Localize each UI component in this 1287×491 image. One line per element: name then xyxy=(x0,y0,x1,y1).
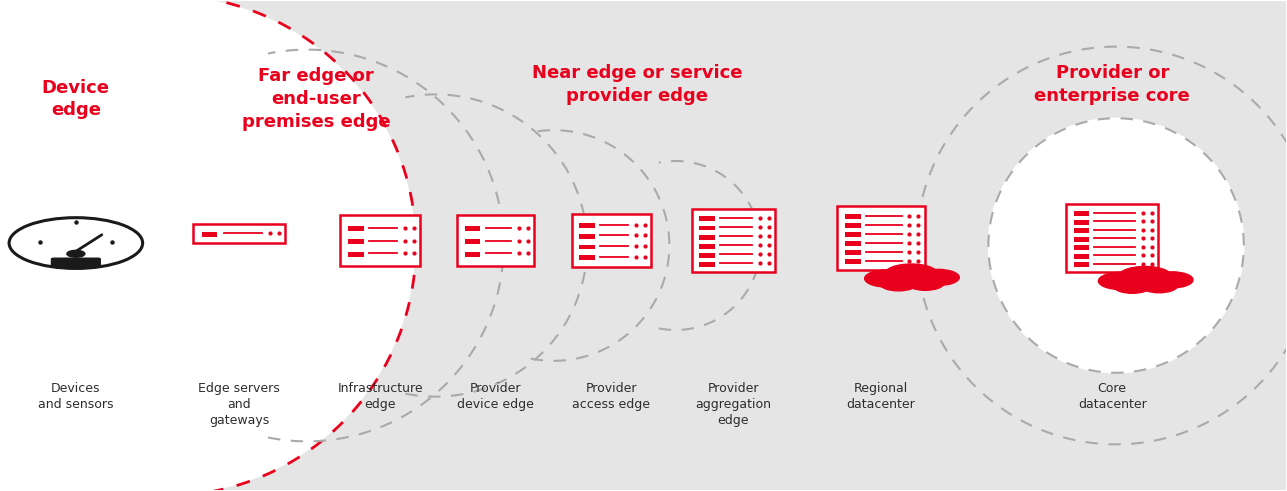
Bar xyxy=(193,224,286,243)
Circle shape xyxy=(1098,273,1144,290)
Bar xyxy=(699,217,714,221)
Circle shape xyxy=(1151,272,1193,288)
Bar xyxy=(579,255,595,260)
Text: Infrastructure
edge: Infrastructure edge xyxy=(337,382,423,411)
Text: Near edge or service
provider edge: Near edge or service provider edge xyxy=(532,64,743,105)
Bar xyxy=(846,232,861,237)
Bar xyxy=(1073,228,1089,233)
Bar xyxy=(202,232,218,237)
Bar xyxy=(1073,237,1089,242)
Bar xyxy=(699,262,714,267)
Bar xyxy=(846,250,861,255)
Bar xyxy=(579,245,595,249)
Bar xyxy=(465,252,480,257)
Bar xyxy=(457,215,534,266)
Bar xyxy=(1073,246,1089,250)
Circle shape xyxy=(1118,267,1172,287)
Text: Provider
aggregation
edge: Provider aggregation edge xyxy=(695,382,771,427)
Polygon shape xyxy=(988,118,1243,373)
Text: Provider
access edge: Provider access edge xyxy=(573,382,650,411)
Bar xyxy=(347,252,363,257)
Bar xyxy=(846,223,861,228)
Circle shape xyxy=(1115,279,1151,293)
Bar xyxy=(465,226,480,231)
Bar xyxy=(838,206,925,270)
Bar xyxy=(699,244,714,248)
Text: Provider or
enterprise core: Provider or enterprise core xyxy=(1035,64,1190,105)
Text: Provider
device edge: Provider device edge xyxy=(457,382,534,411)
Polygon shape xyxy=(165,0,1287,491)
FancyBboxPatch shape xyxy=(51,258,100,267)
Bar xyxy=(579,223,595,228)
Text: Devices
and sensors: Devices and sensors xyxy=(39,382,113,411)
Bar xyxy=(846,259,861,264)
Bar xyxy=(691,209,775,273)
Bar xyxy=(571,214,651,268)
Circle shape xyxy=(865,270,910,287)
Bar xyxy=(1073,262,1089,267)
Bar xyxy=(699,253,714,258)
Bar xyxy=(465,239,480,244)
Bar xyxy=(347,239,363,244)
Circle shape xyxy=(880,277,916,291)
Text: Regional
datacenter: Regional datacenter xyxy=(847,382,915,411)
Circle shape xyxy=(907,276,943,290)
Polygon shape xyxy=(916,47,1287,444)
Circle shape xyxy=(884,264,938,284)
Bar xyxy=(341,215,420,266)
Text: Core
datacenter: Core datacenter xyxy=(1079,382,1147,411)
Text: Far edge or
end-user
premises edge: Far edge or end-user premises edge xyxy=(242,67,390,131)
Text: Device
edge: Device edge xyxy=(42,79,109,119)
Circle shape xyxy=(67,250,85,257)
Text: Edge servers
and
gateways: Edge servers and gateways xyxy=(198,382,279,427)
Bar xyxy=(699,225,714,230)
Bar xyxy=(699,235,714,240)
Circle shape xyxy=(1140,279,1178,293)
Bar xyxy=(846,241,861,246)
Bar xyxy=(347,226,363,231)
Bar xyxy=(1066,204,1158,273)
Bar xyxy=(579,234,595,239)
Bar xyxy=(846,214,861,219)
Bar xyxy=(1073,219,1089,224)
Bar xyxy=(1073,254,1089,259)
Bar xyxy=(1073,211,1089,216)
Circle shape xyxy=(916,270,959,285)
